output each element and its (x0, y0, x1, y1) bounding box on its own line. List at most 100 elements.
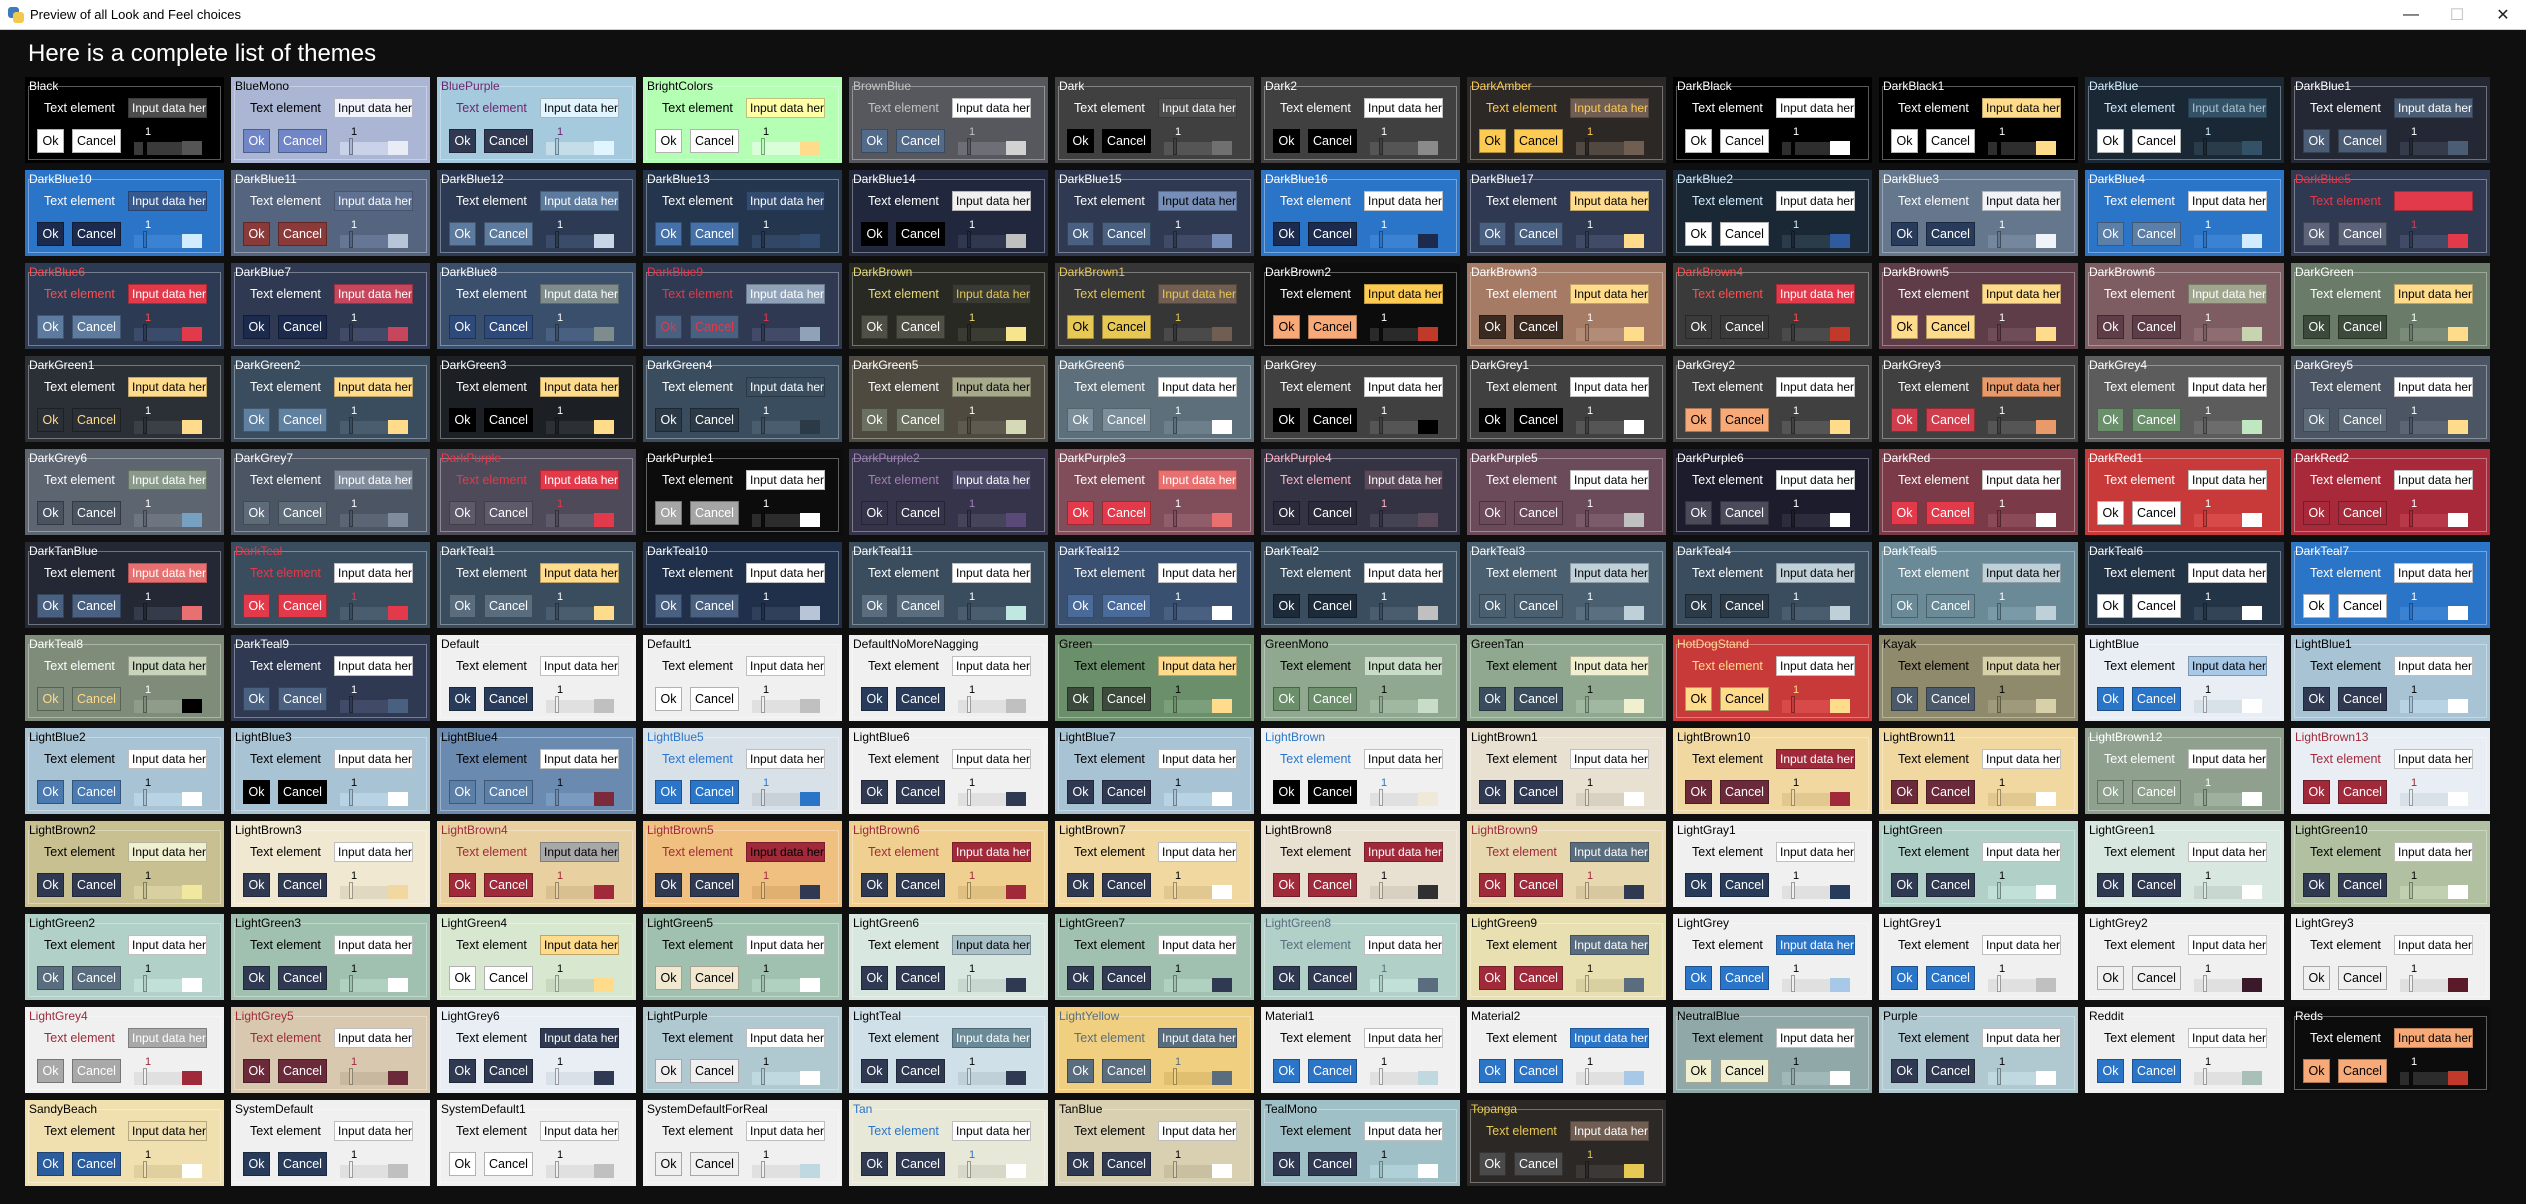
input-field[interactable]: Input data here (540, 284, 619, 304)
slider-track[interactable] (1370, 793, 1418, 806)
ok-button[interactable]: Ok (655, 315, 682, 339)
ok-button[interactable]: Ok (2097, 222, 2124, 246)
cancel-button[interactable]: Cancel (278, 1059, 327, 1083)
slider-track[interactable] (752, 1072, 800, 1085)
slider-handle[interactable] (1173, 510, 1177, 527)
input-field[interactable]: Input data here (1364, 749, 1443, 769)
input-field[interactable]: Input data here (746, 98, 825, 118)
ok-button[interactable]: Ok (655, 1152, 682, 1176)
slider-handle[interactable] (967, 1161, 971, 1178)
slider-handle[interactable] (349, 324, 353, 341)
cancel-button[interactable]: Cancel (690, 1059, 739, 1083)
input-field[interactable]: Input data here (334, 377, 413, 397)
cancel-button[interactable]: Cancel (1514, 222, 1563, 246)
slider-track[interactable] (1164, 793, 1212, 806)
slider-track[interactable] (1782, 514, 1830, 527)
cancel-button[interactable]: Cancel (1102, 873, 1151, 897)
input-field[interactable]: Input data here (2394, 563, 2473, 583)
slider-track[interactable] (134, 142, 182, 155)
slider-handle[interactable] (1379, 1068, 1383, 1085)
slider-handle[interactable] (967, 696, 971, 713)
cancel-button[interactable]: Cancel (1926, 780, 1975, 804)
ok-button[interactable]: Ok (2097, 966, 2124, 990)
ok-button[interactable]: Ok (1685, 501, 1712, 525)
ok-button[interactable]: Ok (449, 129, 476, 153)
ok-button[interactable]: Ok (655, 873, 682, 897)
ok-button[interactable]: Ok (1479, 966, 1506, 990)
input-field[interactable]: Input data here (334, 470, 413, 490)
cancel-button[interactable]: Cancel (1926, 1059, 1975, 1083)
slider-track[interactable] (134, 886, 182, 899)
input-field[interactable]: Input data here (1570, 1121, 1649, 1141)
slider-track[interactable] (546, 607, 594, 620)
cancel-button[interactable]: Cancel (1308, 780, 1357, 804)
slider-track[interactable] (1370, 328, 1418, 341)
cancel-button[interactable]: Cancel (2132, 501, 2181, 525)
input-field[interactable]: Input data here (1570, 935, 1649, 955)
cancel-button[interactable]: Cancel (484, 408, 533, 432)
input-field[interactable]: Input data here (1982, 749, 2061, 769)
cancel-button[interactable]: Cancel (1720, 222, 1769, 246)
cancel-button[interactable]: Cancel (896, 1152, 945, 1176)
cancel-button[interactable]: Cancel (484, 222, 533, 246)
slider-track[interactable] (546, 142, 594, 155)
slider-track[interactable] (1988, 886, 2036, 899)
slider-handle[interactable] (1585, 324, 1589, 341)
ok-button[interactable]: Ok (1067, 687, 1094, 711)
slider-track[interactable] (546, 886, 594, 899)
input-field[interactable]: Input data here (2394, 191, 2473, 211)
ok-button[interactable]: Ok (449, 222, 476, 246)
input-field[interactable]: Input data here (128, 191, 207, 211)
cancel-button[interactable]: Cancel (1308, 687, 1357, 711)
slider-track[interactable] (1782, 607, 1830, 620)
cancel-button[interactable]: Cancel (278, 780, 327, 804)
slider-handle[interactable] (349, 417, 353, 434)
slider-handle[interactable] (2203, 1068, 2207, 1085)
ok-button[interactable]: Ok (1273, 315, 1300, 339)
input-field[interactable]: Input data here (1158, 470, 1237, 490)
slider-handle[interactable] (1173, 231, 1177, 248)
input-field[interactable]: Input data here (2394, 842, 2473, 862)
slider-track[interactable] (958, 328, 1006, 341)
input-field[interactable]: Input data here (1158, 1121, 1237, 1141)
cancel-button[interactable]: Cancel (1720, 408, 1769, 432)
cancel-button[interactable]: Cancel (2338, 594, 2387, 618)
cancel-button[interactable]: Cancel (2338, 408, 2387, 432)
ok-button[interactable]: Ok (1891, 222, 1918, 246)
ok-button[interactable]: Ok (861, 1059, 888, 1083)
slider-handle[interactable] (1379, 882, 1383, 899)
cancel-button[interactable]: Cancel (690, 873, 739, 897)
input-field[interactable]: Input data here (2188, 842, 2267, 862)
input-field[interactable]: Input data here (952, 284, 1031, 304)
slider-track[interactable] (134, 328, 182, 341)
slider-track[interactable] (2194, 1072, 2242, 1085)
ok-button[interactable]: Ok (243, 129, 270, 153)
ok-button[interactable]: Ok (1685, 129, 1712, 153)
ok-button[interactable]: Ok (1891, 315, 1918, 339)
cancel-button[interactable]: Cancel (2132, 594, 2181, 618)
ok-button[interactable]: Ok (1273, 408, 1300, 432)
ok-button[interactable]: Ok (1067, 222, 1094, 246)
input-field[interactable]: Input data here (1158, 656, 1237, 676)
slider-track[interactable] (2194, 793, 2242, 806)
slider-handle[interactable] (143, 231, 147, 248)
slider-handle[interactable] (555, 975, 559, 992)
cancel-button[interactable]: Cancel (2132, 222, 2181, 246)
input-field[interactable]: Input data here (952, 191, 1031, 211)
input-field[interactable]: Input data here (2394, 98, 2473, 118)
cancel-button[interactable]: Cancel (2338, 966, 2387, 990)
input-field[interactable]: Input data here (952, 98, 1031, 118)
slider-track[interactable] (1576, 235, 1624, 248)
slider-handle[interactable] (1379, 417, 1383, 434)
input-field[interactable]: Input data here (1776, 563, 1855, 583)
input-field[interactable]: Input data here (2394, 1028, 2473, 1048)
ok-button[interactable]: Ok (1273, 1152, 1300, 1176)
ok-button[interactable]: Ok (37, 129, 64, 153)
ok-button[interactable]: Ok (1067, 966, 1094, 990)
input-field[interactable]: Input data here (128, 284, 207, 304)
slider-handle[interactable] (555, 1068, 559, 1085)
slider-handle[interactable] (1585, 789, 1589, 806)
ok-button[interactable]: Ok (1891, 687, 1918, 711)
slider-track[interactable] (546, 421, 594, 434)
cancel-button[interactable]: Cancel (690, 501, 739, 525)
